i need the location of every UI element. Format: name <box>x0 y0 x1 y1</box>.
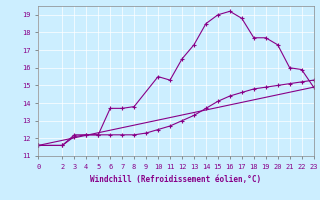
X-axis label: Windchill (Refroidissement éolien,°C): Windchill (Refroidissement éolien,°C) <box>91 175 261 184</box>
